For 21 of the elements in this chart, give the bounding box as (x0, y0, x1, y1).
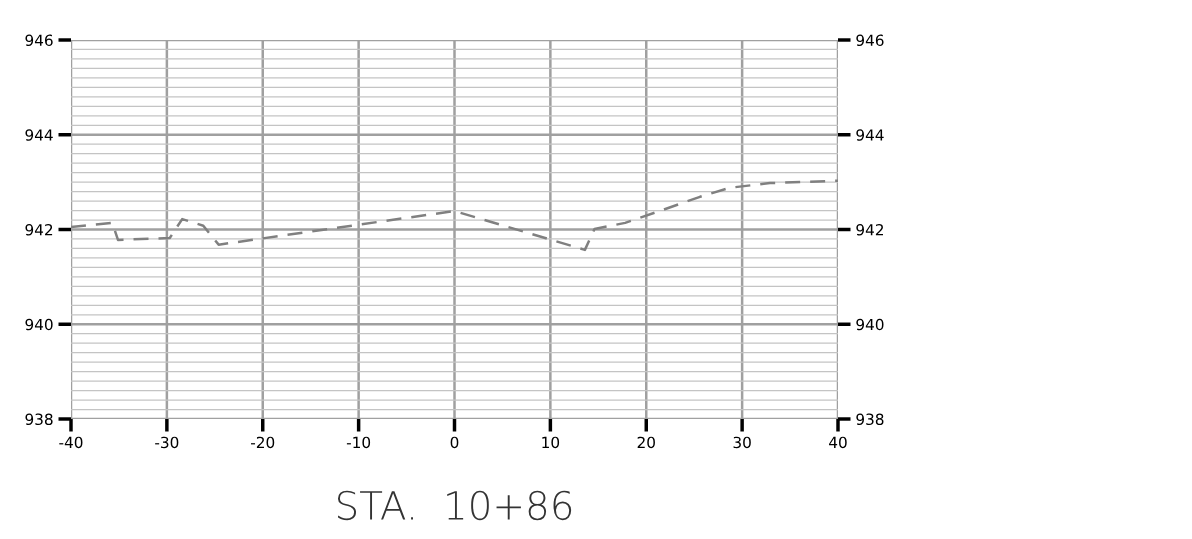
y2-tick-label: 944 (856, 129, 884, 141)
y-tick-label: 940 (25, 318, 53, 331)
x-tick-label: -20 (251, 436, 275, 449)
x-tick-label: 20 (637, 436, 655, 449)
x-tick-label: 40 (829, 436, 847, 449)
y-tick-label: 944 (25, 129, 53, 141)
y-tick-label: 938 (25, 413, 53, 426)
x-tick-label: -30 (155, 436, 179, 449)
y-tick-label: 946 (25, 34, 53, 47)
y2-tick-label: 942 (856, 223, 883, 236)
x-tick-label: 10 (542, 436, 560, 449)
x-tick-label: 0 (450, 436, 459, 449)
x-axis-title: STA. 10+86 (337, 490, 572, 521)
y2-tick-label: 946 (856, 34, 884, 47)
y2-tick-label: 938 (856, 413, 884, 426)
x-tick-label: -10 (346, 436, 371, 449)
line-series (71, 179, 838, 252)
x-tick-label: -40 (59, 436, 83, 449)
y2-tick-label: 940 (856, 318, 884, 331)
x-tick-label: 30 (733, 436, 751, 449)
y-tick-label: 942 (25, 223, 53, 236)
